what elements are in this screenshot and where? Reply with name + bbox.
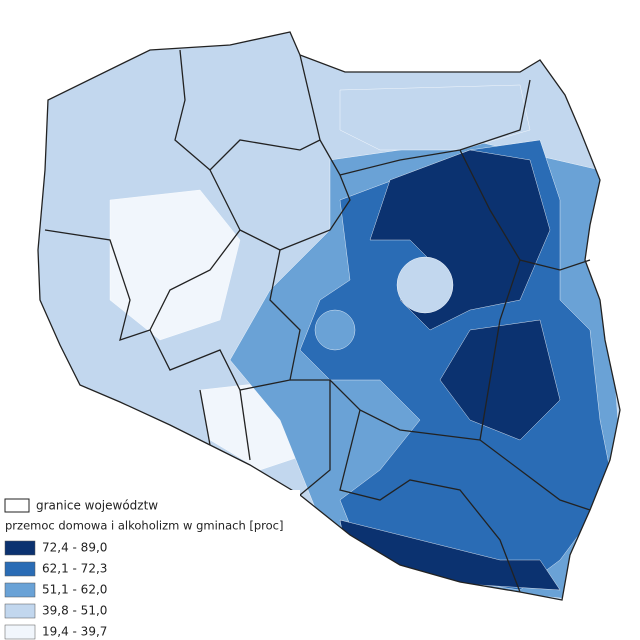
legend-swatch [4,624,36,640]
region-fill [314,309,356,351]
legend-label: 19,4 - 39,7 [42,625,107,639]
legend-title: przemoc domowa i alkoholizm w gminach [p… [5,519,284,533]
legend-swatch [4,603,36,619]
legend-label: 72,4 - 89,0 [42,541,107,555]
region-fill [396,256,454,314]
legend-label: 51,1 - 62,0 [42,583,107,597]
voivodeship-borders [37,31,621,601]
legend-swatch [4,561,36,577]
legend-boundary-label: granice województw [36,499,158,513]
legend-swatch [4,582,36,598]
legend-boundary-swatch [4,498,30,513]
legend-label: 62,1 - 72,3 [42,562,107,576]
legend-background [0,490,300,640]
legend: granice województw przemoc domowa i alko… [0,490,300,640]
legend-label: 39,8 - 51,0 [42,604,107,618]
legend-swatch [4,540,36,556]
